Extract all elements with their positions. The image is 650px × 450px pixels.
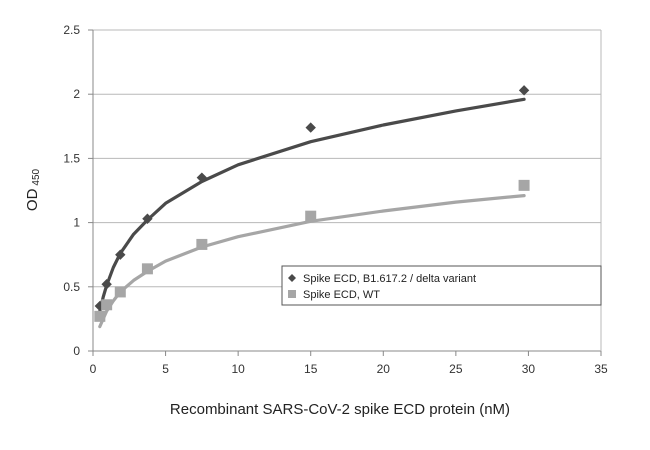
data-point-square — [94, 310, 106, 322]
data-point-diamond — [305, 122, 316, 133]
legend-label-delta: Spike ECD, B1.617.2 / delta variant — [303, 273, 476, 285]
data-point-diamond — [101, 279, 112, 290]
x-tick-label: 15 — [304, 362, 318, 376]
y-tick-label: 0 — [73, 344, 80, 358]
data-point-square — [518, 179, 530, 191]
y-tick-label: 0.5 — [63, 280, 80, 294]
data-point-square — [114, 286, 126, 298]
y-axis-title-main: OD — [24, 188, 41, 211]
plot-area: 0 0.5 1 1.5 2 2.5 0 5 10 15 20 25 30 35 — [63, 23, 608, 376]
data-point-square — [196, 238, 208, 250]
y-tick-label: 1 — [73, 216, 80, 230]
x-tick-label: 25 — [449, 362, 463, 376]
y-tick-label: 2 — [73, 87, 80, 101]
legend: Spike ECD, B1.617.2 / delta variant Spik… — [281, 265, 602, 306]
tick-labels: 0 0.5 1 1.5 2 2.5 0 5 10 15 20 25 30 35 — [63, 23, 608, 376]
y-tick-label: 2.5 — [63, 23, 80, 37]
data-point-diamond — [518, 85, 530, 96]
x-tick-label: 5 — [162, 362, 169, 376]
x-tick-label: 20 — [377, 362, 391, 376]
x-tick-label: 0 — [90, 362, 97, 376]
legend-marker-wt — [288, 290, 296, 298]
data-point-square — [305, 210, 317, 222]
data-point-square — [141, 263, 153, 275]
x-axis-title: Recombinant SARS-CoV-2 spike ECD protein… — [170, 401, 510, 418]
data-point-diamond — [196, 172, 208, 183]
y-axis-title-subscript: 450 — [31, 168, 42, 185]
axes — [88, 29, 602, 356]
gridlines — [93, 29, 601, 288]
y-tick-label: 1.5 — [63, 151, 80, 165]
data-point-square — [101, 299, 113, 311]
legend-marker-delta — [288, 274, 296, 282]
data-points — [94, 85, 530, 322]
data-point-diamond — [115, 249, 126, 260]
x-tick-label: 30 — [522, 362, 536, 376]
legend-label-wt: Spike ECD, WT — [303, 289, 380, 301]
x-tick-label: 35 — [594, 362, 608, 376]
y-axis-title: OD 450 — [24, 168, 42, 211]
data-point-diamond — [142, 213, 153, 224]
legend-box — [281, 265, 602, 306]
x-tick-label: 10 — [231, 362, 245, 376]
